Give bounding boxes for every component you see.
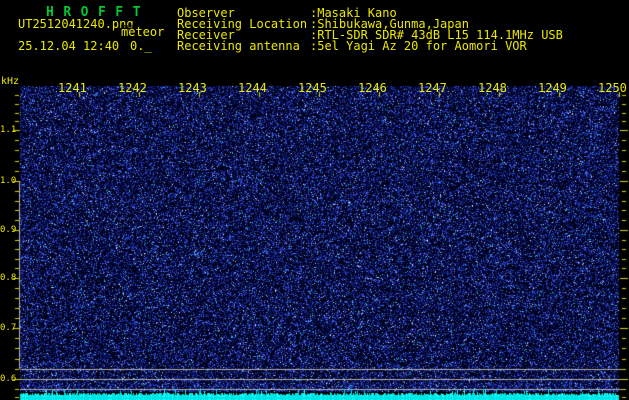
freq-tick-label: 0.8	[0, 273, 17, 283]
time-axis-labels: 1241 1242 1243 1244 1245 1246 1247 1248 1249 1250	[0, 0, 629, 95]
info-row: Receiver :RTL-SDR SDR# 43dB L15 114.1MHz …	[0, 28, 629, 42]
info-row: Receiving Location:Shibukawa,Gunma,Japan	[0, 17, 629, 31]
freq-tick-label: 0.7	[0, 323, 17, 333]
time-tick-label: 1247	[418, 81, 447, 95]
time-tick-label: 1241	[58, 81, 87, 95]
time-tick-label: 1242	[118, 81, 147, 95]
freq-tick-label: 1.1	[0, 125, 17, 135]
time-tick-label: 1249	[538, 81, 567, 95]
info-row-label: Observer	[177, 6, 235, 20]
time-tick-label: 1248	[478, 81, 507, 95]
freq-tick-label: 1.0	[0, 176, 17, 186]
freq-tick-label: 0.6	[0, 374, 17, 384]
freq-tick-label: 0.9	[0, 225, 17, 235]
info-row-label: Receiver	[177, 28, 235, 42]
info-row-value: :Shibukawa,Gunma,Japan	[310, 17, 469, 31]
time-tick-label: 1244	[238, 81, 267, 95]
observation-datetime: 25.12.04 12:40	[18, 39, 120, 53]
freq-axis-unit: kHz	[1, 76, 20, 87]
info-row-label: Receiving antenna	[177, 39, 300, 53]
station-info-block: Observer :Masaki Kano Receiving Location:S…	[0, 0, 629, 60]
info-row-label: Receiving Location	[177, 17, 308, 31]
time-tick-label: 1250	[598, 81, 627, 95]
app-title: HROFFT	[46, 5, 150, 20]
info-row-value: :RTL-SDR SDR# 43dB L15 114.1MHz USB	[310, 28, 563, 42]
freq-axis-labels: 1.1 1.0 0.9 0.8 0.7 0.6	[0, 0, 20, 400]
time-tick-label: 1243	[178, 81, 207, 95]
time-tick-label: 1246	[358, 81, 387, 95]
observation-mode-label: meteor	[121, 25, 165, 39]
time-tick-label: 1245	[298, 81, 327, 95]
output-file-name: UT2512041240.png	[18, 17, 134, 31]
info-row: Receiving antenna :5el Yagi Az 20 for Aom…	[0, 39, 629, 53]
echo-counter: 0._	[130, 39, 152, 53]
info-row-value: :Masaki Kano	[310, 6, 397, 20]
info-row-value: :5el Yagi Az 20 for Aomori VOR	[310, 39, 527, 53]
info-row: Observer :Masaki Kano	[0, 6, 629, 20]
